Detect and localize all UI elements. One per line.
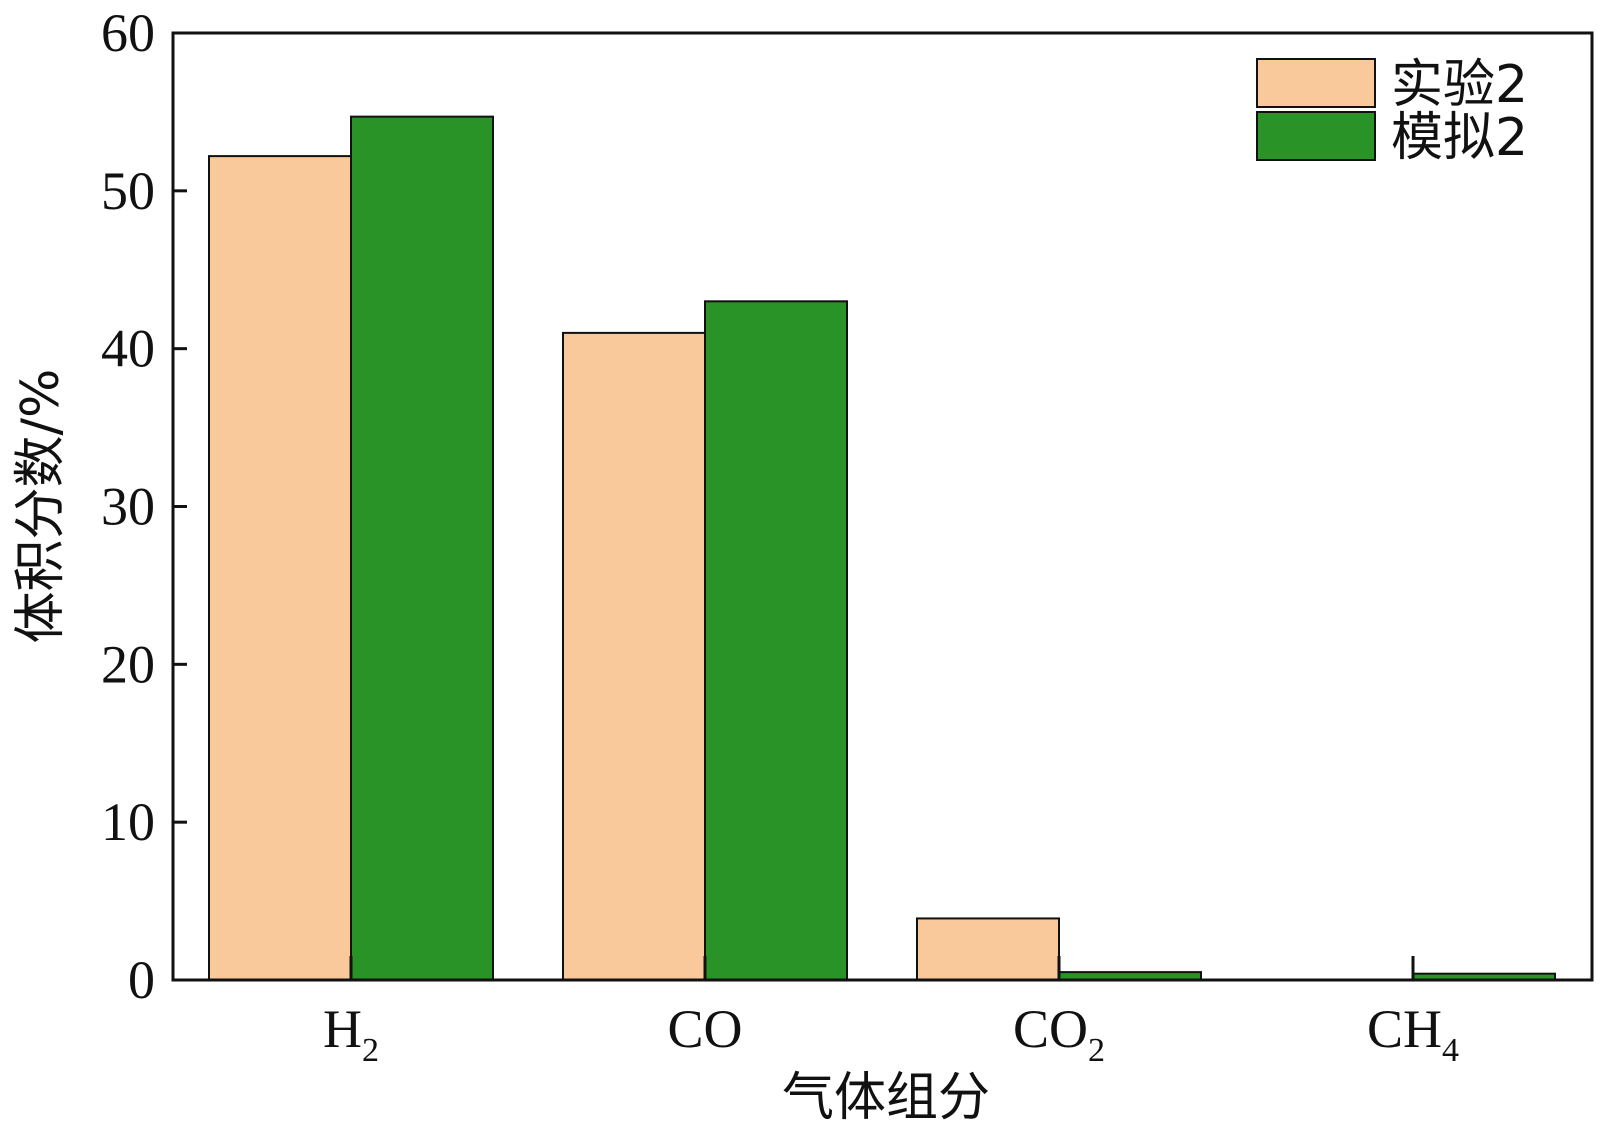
legend-label-2: 模拟2 <box>1391 108 1528 168</box>
y-tick-label: 20 <box>101 634 155 694</box>
y-tick-label: 40 <box>101 319 155 379</box>
y-tick-label: 30 <box>101 477 155 537</box>
y-axis: 0 10 20 30 40 50 60 <box>101 3 187 1010</box>
legend-swatch-2 <box>1256 111 1376 161</box>
x-tick-label: CO2 <box>1013 999 1105 1069</box>
y-tick-label: 50 <box>101 161 155 221</box>
bars-layer <box>208 115 1556 982</box>
x-tick-label: CH4 <box>1367 999 1459 1069</box>
bar-experiment-2 <box>562 331 706 981</box>
y-axis-title: 体积分数/% <box>11 369 71 644</box>
bar-simulation-2 <box>704 300 848 982</box>
y-tick-label: 60 <box>101 3 155 63</box>
x-axis-title: 气体组分 <box>782 1068 990 1128</box>
x-tick-label: H2 <box>323 999 379 1069</box>
x-tick-label: CO <box>667 999 742 1059</box>
bar-experiment-3 <box>916 917 1060 982</box>
legend-label-1: 实验2 <box>1391 55 1528 115</box>
y-tick-label: 10 <box>101 792 155 852</box>
bar-experiment-1 <box>208 155 352 982</box>
bar-simulation-1 <box>350 115 494 981</box>
x-axis: H2 CO CO2 CH4 <box>323 956 1459 1069</box>
legend-swatch-1 <box>1256 58 1376 108</box>
y-tick-label: 0 <box>128 950 155 1010</box>
